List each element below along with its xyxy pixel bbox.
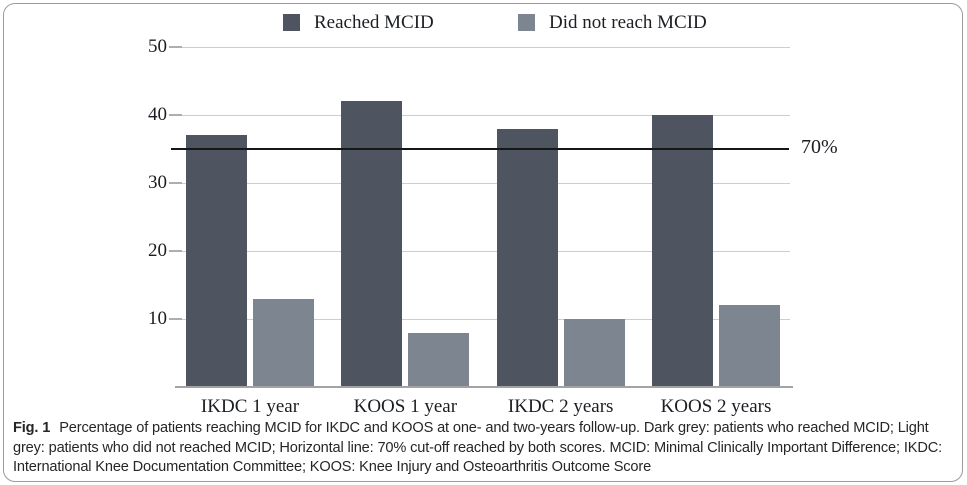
bars-row: IKDC 1 year KOOS 1 year IKDC 2 years KOOS 2… [175, 47, 793, 417]
y-tick-label: 20 [148, 240, 167, 261]
legend-label-did-not-reach-mcid: Did not reach MCID [549, 11, 707, 33]
y-tick [169, 250, 182, 252]
bar-did-not-reach-mcid [718, 305, 780, 387]
bar-did-not-reach-mcid [253, 298, 314, 387]
bar-group: KOOS 1 year [341, 101, 470, 417]
figure-number: Fig. 1 [13, 420, 51, 436]
legend-label-reached-mcid: Reached MCID [314, 11, 434, 33]
legend-swatch-light [518, 14, 535, 31]
y-tick-label: 50 [148, 36, 167, 57]
bar-group: IKDC 2 years [496, 128, 625, 417]
gridline [175, 182, 790, 184]
gridline [175, 318, 790, 320]
bar-did-not-reach-mcid [563, 319, 625, 387]
y-tick [169, 318, 182, 320]
gridline [175, 114, 790, 116]
bar-group: IKDC 1 year [186, 135, 314, 417]
x-axis-label: IKDC 1 year [200, 396, 300, 417]
caption-text: Percentage of patients reaching MCID for… [13, 420, 942, 475]
cutoff-label: 70% [801, 136, 838, 158]
figure-caption: Fig. 1 Percentage of patients reaching MC… [13, 419, 953, 478]
plot-area: 10 20 30 40 50 IKDC 1 year KOOS 1 year IKDC 2 y… [148, 36, 838, 417]
y-tick [169, 182, 182, 184]
cutoff-line [171, 147, 789, 151]
gridline [175, 250, 790, 252]
y-tick-label: 30 [148, 172, 167, 193]
legend-item-did-not-reach-mcid: Did not reach MCID [518, 12, 707, 33]
bar-reached-mcid [651, 115, 713, 387]
y-tick [169, 114, 182, 116]
bar-reached-mcid [496, 128, 558, 387]
x-axis-label: IKDC 2 years [507, 396, 614, 417]
x-axis-line [175, 386, 793, 388]
bar-reached-mcid [186, 135, 247, 387]
bar-reached-mcid [341, 101, 403, 387]
legend-item-reached-mcid: Reached MCID [283, 12, 434, 33]
y-tick [169, 46, 182, 48]
bar-group: KOOS 2 years [651, 115, 780, 417]
x-axis-label: KOOS 2 years [660, 396, 772, 417]
bar-did-not-reach-mcid [408, 332, 470, 387]
gridline [175, 46, 790, 48]
x-axis-label: KOOS 1 year [353, 396, 458, 417]
legend-swatch-dark [283, 14, 300, 31]
y-tick-label: 40 [148, 104, 167, 125]
y-tick-label: 10 [148, 308, 167, 329]
